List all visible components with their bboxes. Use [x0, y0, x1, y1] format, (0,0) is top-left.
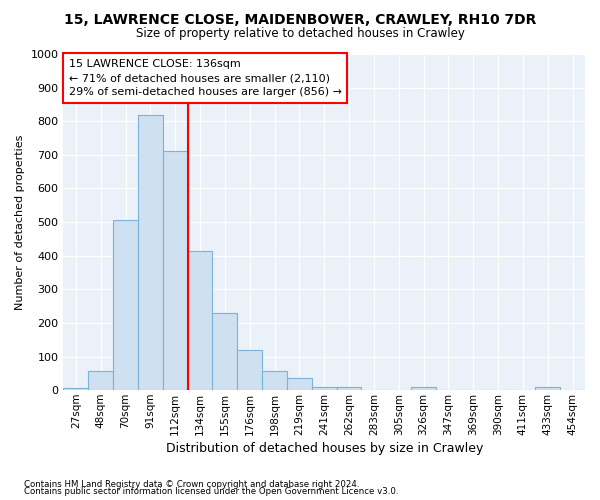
Bar: [262, 371, 287, 390]
Text: Contains public sector information licensed under the Open Government Licence v3: Contains public sector information licen…: [24, 488, 398, 496]
Bar: [337, 387, 361, 390]
Bar: [212, 313, 237, 390]
Bar: [88, 371, 113, 390]
Bar: [113, 220, 138, 390]
Bar: [64, 388, 88, 390]
Bar: [138, 114, 163, 390]
Bar: [237, 350, 262, 390]
Bar: [312, 387, 337, 390]
Bar: [411, 387, 436, 390]
Text: 15, LAWRENCE CLOSE, MAIDENBOWER, CRAWLEY, RH10 7DR: 15, LAWRENCE CLOSE, MAIDENBOWER, CRAWLEY…: [64, 12, 536, 26]
Text: Contains HM Land Registry data © Crown copyright and database right 2024.: Contains HM Land Registry data © Crown c…: [24, 480, 359, 489]
Text: Size of property relative to detached houses in Crawley: Size of property relative to detached ho…: [136, 28, 464, 40]
Bar: [535, 387, 560, 390]
Y-axis label: Number of detached properties: Number of detached properties: [15, 134, 25, 310]
Bar: [287, 378, 312, 390]
X-axis label: Distribution of detached houses by size in Crawley: Distribution of detached houses by size …: [166, 442, 483, 455]
Text: 15 LAWRENCE CLOSE: 136sqm
← 71% of detached houses are smaller (2,110)
29% of se: 15 LAWRENCE CLOSE: 136sqm ← 71% of detac…: [68, 59, 341, 97]
Bar: [163, 152, 188, 390]
Bar: [188, 250, 212, 390]
